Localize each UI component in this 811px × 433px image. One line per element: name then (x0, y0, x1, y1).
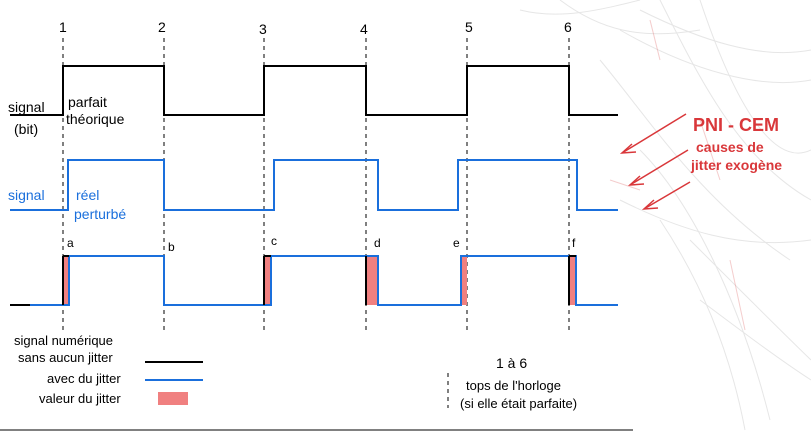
jitter-mark-e (461, 256, 467, 305)
jitter-mark-a (63, 256, 69, 305)
jitter-mark-c (264, 256, 271, 305)
legend-with-jitter: avec du jitter (47, 371, 121, 386)
jitter-mark-f (569, 256, 576, 305)
legend-jitter-swatch (158, 392, 188, 405)
edge-letters: a b c d e f (67, 234, 576, 254)
clock-tick-2: 2 (158, 19, 166, 35)
clock-tick-3: 3 (259, 21, 267, 37)
signal-bit-unit: (bit) (14, 121, 38, 137)
clock-tick-numbers: 1 2 3 4 5 6 (59, 19, 572, 37)
perfect-label-2: théorique (66, 111, 125, 127)
edge-letter-a: a (67, 236, 74, 250)
ideal-edges-black (10, 255, 576, 306)
clock-tick-5: 5 (465, 19, 473, 35)
annotation-arrows (619, 113, 691, 210)
background-sketch-accents (609, 19, 746, 331)
clock-tick-4: 4 (360, 21, 368, 37)
edge-letter-b: b (168, 240, 175, 254)
legend-heading: signal numérique (14, 333, 113, 348)
signal-bit-label: signal (8, 99, 45, 115)
legend-jitter-value: valeur du jitter (39, 391, 121, 406)
jitter-value-marks (63, 256, 576, 305)
real-label-1: réel (76, 187, 99, 203)
clock-legend: 1 à 6 tops de l'horloge (si elle était p… (460, 355, 577, 411)
edge-letter-e: e (453, 236, 460, 250)
real-label-2: perturbé (74, 206, 126, 222)
edge-letter-d: d (374, 236, 381, 250)
legend-no-jitter: sans aucun jitter (18, 350, 113, 365)
real-signal-label: signal (8, 187, 45, 203)
clock-legend-range: 1 à 6 (496, 355, 527, 371)
background-sketch (519, 0, 811, 431)
clock-tick-6: 6 (564, 19, 572, 35)
perfect-label-1: parfait (68, 94, 107, 110)
annotation-title: PNI - CEM (693, 115, 779, 135)
annotation-line-1: causes de (696, 139, 764, 155)
jittered-blue-wave (30, 255, 618, 306)
clock-tick-1: 1 (59, 19, 67, 35)
clock-legend-line-1: tops de l'horloge (466, 378, 561, 393)
jitter-mark-d (366, 256, 378, 305)
ideal-signal-wave (10, 65, 618, 116)
legend: signal numérique sans aucun jitter avec … (14, 333, 121, 406)
edge-letter-f: f (572, 236, 576, 250)
annotation-line-2: jitter exogène (690, 157, 782, 173)
edge-letter-c: c (271, 234, 277, 248)
clock-tick-lines (62, 38, 570, 330)
clock-legend-line-2: (si elle était parfaite) (460, 396, 577, 411)
real-signal-wave (10, 159, 618, 211)
